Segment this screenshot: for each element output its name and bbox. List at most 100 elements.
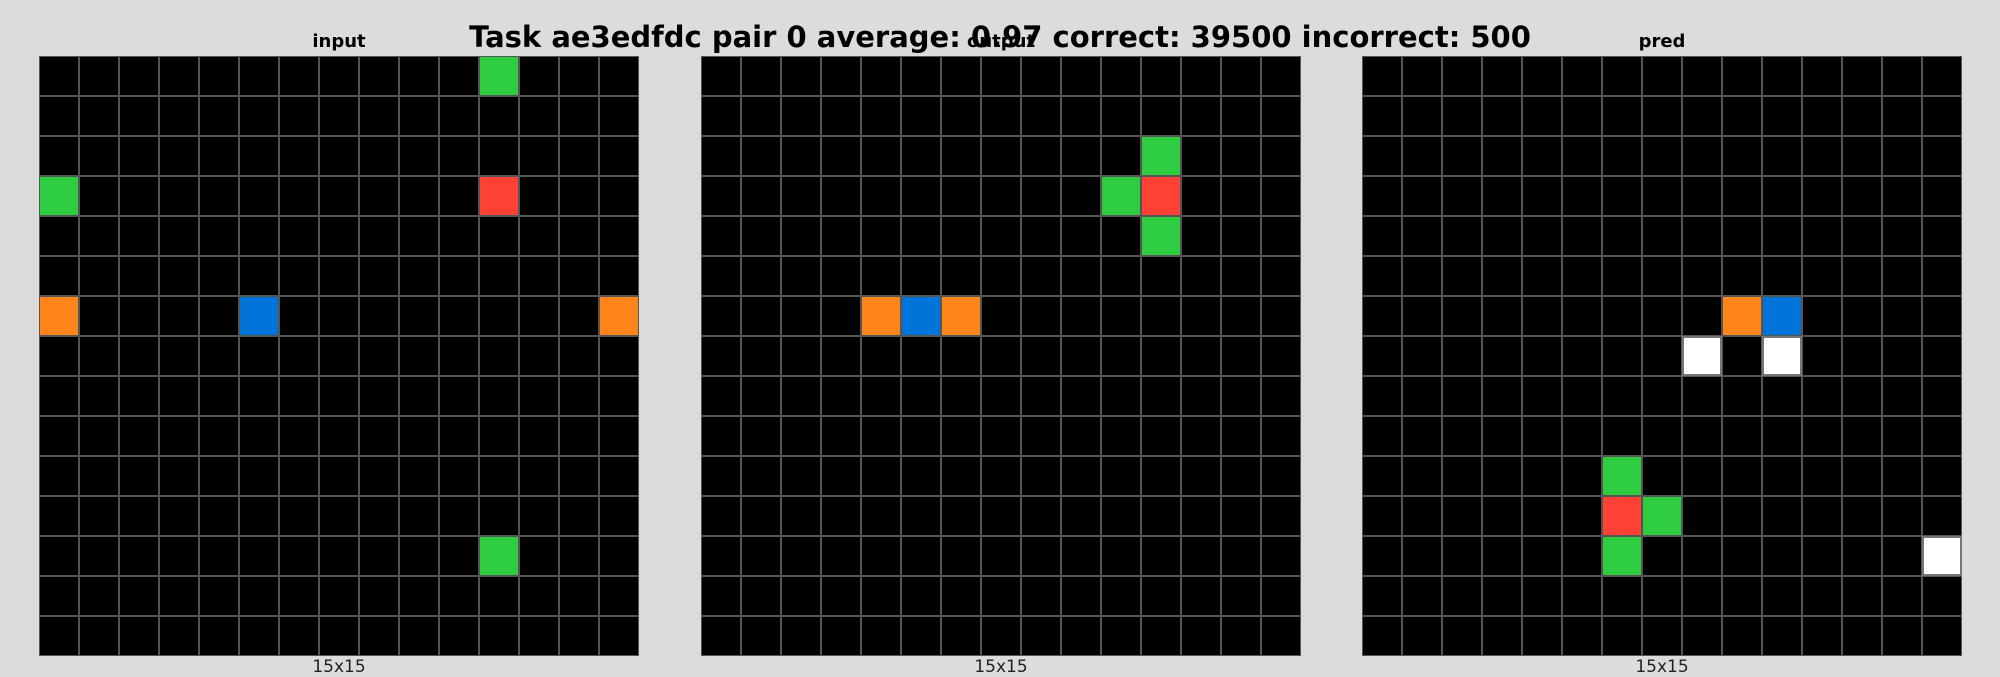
input-cell — [239, 216, 279, 256]
output-cell — [821, 336, 861, 376]
pred-cell — [1602, 616, 1642, 656]
output-cell — [741, 416, 781, 456]
input-cell — [479, 256, 519, 296]
input-cell — [399, 456, 439, 496]
input-cell — [359, 616, 399, 656]
pred-cell — [1842, 56, 1882, 96]
output-cell — [941, 296, 981, 336]
input-cell — [79, 376, 119, 416]
pred-cell — [1602, 96, 1642, 136]
pred-cell — [1522, 616, 1562, 656]
pred-cell — [1442, 56, 1482, 96]
output-cell — [1181, 56, 1221, 96]
output-cell — [821, 296, 861, 336]
pred-cell — [1602, 136, 1642, 176]
pred-cell — [1682, 616, 1722, 656]
output-cell — [781, 496, 821, 536]
output-cell — [861, 336, 901, 376]
output-cell — [1061, 96, 1101, 136]
output-cell — [1141, 336, 1181, 376]
pred-grid — [1362, 56, 1962, 656]
pred-cell — [1562, 176, 1602, 216]
output-cell — [1021, 176, 1061, 216]
output-cell — [821, 376, 861, 416]
output-cell — [981, 56, 1021, 96]
pred-cell — [1402, 616, 1442, 656]
pred-cell — [1402, 416, 1442, 456]
input-cell — [479, 456, 519, 496]
pred-cell — [1882, 296, 1922, 336]
output-cell — [901, 456, 941, 496]
input-cell — [79, 536, 119, 576]
output-cell — [821, 56, 861, 96]
output-cell — [941, 256, 981, 296]
pred-cell — [1802, 176, 1842, 216]
output-cell — [781, 296, 821, 336]
pred-cell — [1602, 456, 1642, 496]
input-cell — [439, 56, 479, 96]
input-cell — [599, 456, 639, 496]
output-cell — [1101, 56, 1141, 96]
pred-cell — [1762, 296, 1802, 336]
output-cell — [741, 296, 781, 336]
pred-cell — [1762, 176, 1802, 216]
pred-cell — [1642, 216, 1682, 256]
pred-cell — [1362, 176, 1402, 216]
pred-cell — [1642, 576, 1682, 616]
pred-cell — [1922, 456, 1962, 496]
pred-cell — [1642, 336, 1682, 376]
input-cell — [119, 616, 159, 656]
pred-cell — [1842, 576, 1882, 616]
pred-cell — [1682, 96, 1722, 136]
input-cell — [199, 416, 239, 456]
output-cell — [821, 96, 861, 136]
input-cell — [119, 376, 159, 416]
pred-cell — [1562, 456, 1602, 496]
input-cell — [319, 176, 359, 216]
input-cell — [39, 616, 79, 656]
input-cell — [119, 256, 159, 296]
pred-cell — [1682, 336, 1722, 376]
pred-cell — [1722, 256, 1762, 296]
output-cell — [781, 616, 821, 656]
pred-cell — [1682, 416, 1722, 456]
output-cell — [1141, 176, 1181, 216]
input-cell — [279, 536, 319, 576]
output-cell — [741, 56, 781, 96]
input-cell — [199, 216, 239, 256]
input-cell — [599, 176, 639, 216]
input-cell — [279, 456, 319, 496]
output-cell — [1061, 576, 1101, 616]
output-cell — [941, 56, 981, 96]
input-cell — [519, 496, 559, 536]
input-cell — [519, 616, 559, 656]
output-cell — [781, 456, 821, 496]
input-cell — [199, 376, 239, 416]
output-cell — [861, 456, 901, 496]
input-cell — [479, 136, 519, 176]
input-cell — [359, 176, 399, 216]
pred-cell — [1522, 96, 1562, 136]
pred-cell — [1442, 216, 1482, 256]
input-cell — [399, 216, 439, 256]
output-cell — [901, 136, 941, 176]
output-cell — [1221, 136, 1261, 176]
pred-cell — [1802, 296, 1842, 336]
pred-cell — [1682, 56, 1722, 96]
input-cell — [279, 496, 319, 536]
pred-cell — [1602, 56, 1642, 96]
pred-cell — [1882, 376, 1922, 416]
input-cell — [159, 96, 199, 136]
output-cell — [1181, 416, 1221, 456]
input-cell — [599, 296, 639, 336]
pred-cell — [1762, 616, 1802, 656]
input-cell — [159, 376, 199, 416]
input-cell — [359, 536, 399, 576]
pred-cell — [1842, 496, 1882, 536]
input-cell — [559, 216, 599, 256]
input-cell — [359, 576, 399, 616]
pred-cell — [1482, 56, 1522, 96]
input-cell — [359, 256, 399, 296]
pred-cell — [1402, 56, 1442, 96]
output-cell — [981, 176, 1021, 216]
